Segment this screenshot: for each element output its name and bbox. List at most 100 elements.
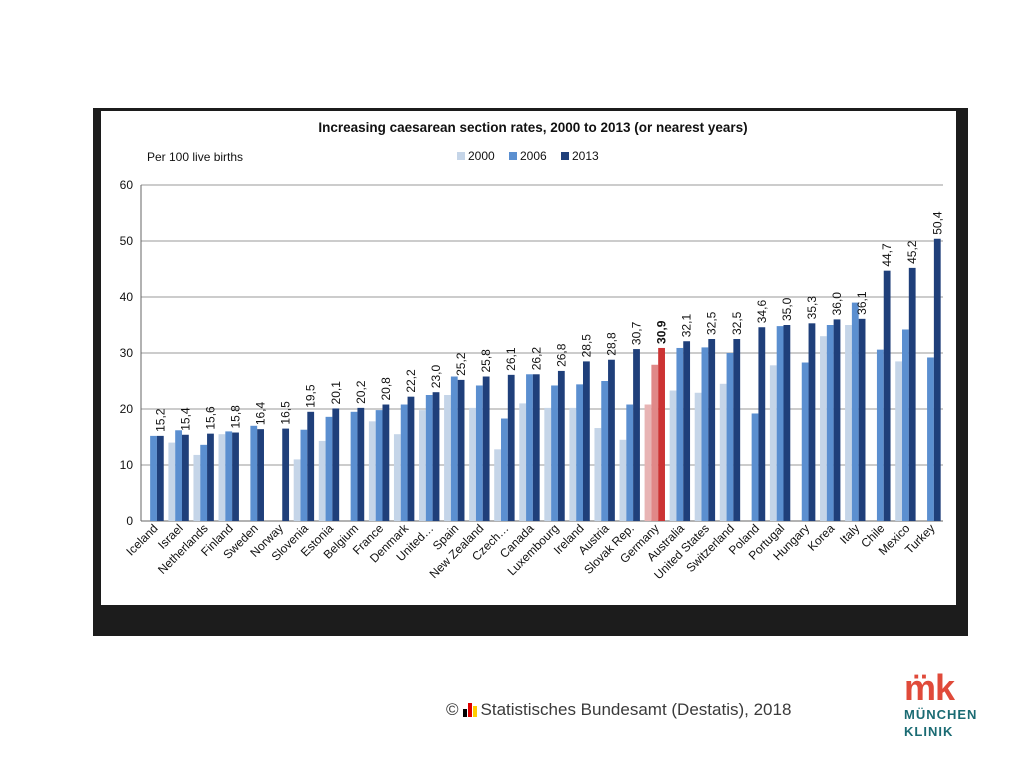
bar	[726, 353, 734, 521]
copyright-symbol: ©	[446, 700, 459, 719]
bar	[193, 454, 201, 521]
bar	[425, 395, 433, 521]
bar	[175, 430, 182, 521]
muenchen-klinik-logo: m̈k MÜNCHEN KLINIK	[904, 670, 994, 740]
bar	[551, 385, 558, 521]
data-label: 28,5	[579, 334, 593, 358]
data-label: 16,4	[254, 401, 268, 425]
data-label: 20,8	[379, 377, 393, 401]
data-label: 19,5	[304, 384, 318, 408]
data-label: 30,9	[655, 320, 669, 344]
y-tick-label: 60	[120, 178, 134, 192]
bar	[494, 449, 502, 521]
bar	[776, 326, 784, 521]
bar	[168, 442, 176, 521]
bars	[150, 238, 941, 521]
bar	[858, 318, 866, 521]
bar	[419, 410, 426, 521]
bar	[769, 365, 777, 521]
bar	[232, 432, 239, 521]
bar	[375, 410, 383, 521]
bar	[845, 325, 852, 521]
y-tick-label: 30	[120, 346, 134, 360]
footer-source: © Statistisches Bundesamt (Destatis), 20…	[446, 700, 791, 720]
bar	[669, 390, 677, 521]
bar	[282, 428, 290, 521]
bar	[701, 347, 709, 521]
data-label: 16,5	[279, 401, 293, 425]
bar	[250, 425, 258, 521]
bar	[501, 418, 508, 521]
bar	[225, 431, 233, 521]
data-label: 35,3	[805, 296, 819, 320]
bar	[719, 383, 727, 521]
bar	[876, 349, 884, 521]
bar	[694, 392, 702, 521]
data-label: 15,4	[178, 407, 192, 431]
bar	[150, 435, 157, 521]
bar	[758, 327, 766, 521]
bar	[708, 339, 716, 521]
x-tick-label: Korea	[805, 521, 838, 554]
bar	[507, 374, 515, 521]
bar	[626, 404, 634, 521]
logo-line-2: KLINIK	[904, 724, 954, 739]
bar	[181, 434, 189, 521]
data-label: 15,8	[229, 405, 243, 429]
bar	[927, 357, 934, 521]
bar	[576, 384, 583, 521]
bar	[207, 433, 214, 521]
y-tick-label: 20	[120, 402, 134, 416]
bar	[519, 403, 527, 521]
legend-label: 2000	[468, 149, 495, 163]
x-axis-ticks: IcelandIsraelNetherlandsFinlandSwedenNor…	[123, 521, 937, 583]
bar	[350, 411, 358, 521]
bar	[751, 413, 759, 521]
chart-legend: 2000 2006 2013	[457, 149, 599, 163]
data-label: 30,7	[630, 321, 644, 345]
bar	[644, 404, 652, 521]
y-tick-label: 10	[120, 458, 134, 472]
bar	[257, 429, 264, 521]
data-label: 26,1	[504, 347, 518, 371]
bar	[532, 374, 540, 521]
source-text: Statistisches Bundesamt (Destatis), 2018	[480, 700, 792, 719]
logo-mark: m̈k	[904, 667, 955, 708]
data-label: 25,8	[479, 349, 493, 373]
bar	[569, 407, 577, 521]
data-label: 26,8	[554, 343, 568, 367]
caesarean-rate-chart: Increasing caesarean section rates, 2000…	[120, 120, 945, 583]
bar	[801, 362, 809, 521]
bar	[908, 267, 916, 521]
bar	[902, 329, 909, 521]
bar	[608, 359, 615, 521]
bar	[619, 439, 627, 521]
bar	[332, 408, 340, 521]
bar	[368, 421, 376, 521]
y-axis-label: Per 100 live births	[147, 150, 243, 164]
data-label: 23,0	[429, 365, 443, 389]
data-label: 32,1	[680, 314, 694, 338]
bar	[444, 395, 451, 521]
bar	[633, 349, 640, 521]
bar	[594, 428, 602, 521]
data-label: 50,4	[930, 211, 944, 235]
bar	[676, 347, 684, 521]
y-tick-label: 50	[120, 234, 134, 248]
bar	[544, 407, 552, 521]
data-label: 44,7	[880, 243, 894, 267]
bar	[820, 336, 827, 521]
data-label: 36,1	[855, 291, 869, 315]
data-label: 20,1	[329, 381, 343, 405]
data-label: 32,5	[705, 311, 719, 335]
legend-swatch	[457, 152, 465, 160]
bar	[382, 404, 390, 521]
chart-title: Increasing caesarean section rates, 2000…	[318, 120, 747, 135]
bar	[450, 376, 458, 521]
destatis-logo-icon	[462, 703, 477, 717]
bar	[307, 411, 315, 521]
data-label: 15,6	[203, 406, 217, 430]
bar	[469, 407, 476, 521]
bar	[895, 361, 903, 521]
bar	[582, 361, 590, 521]
